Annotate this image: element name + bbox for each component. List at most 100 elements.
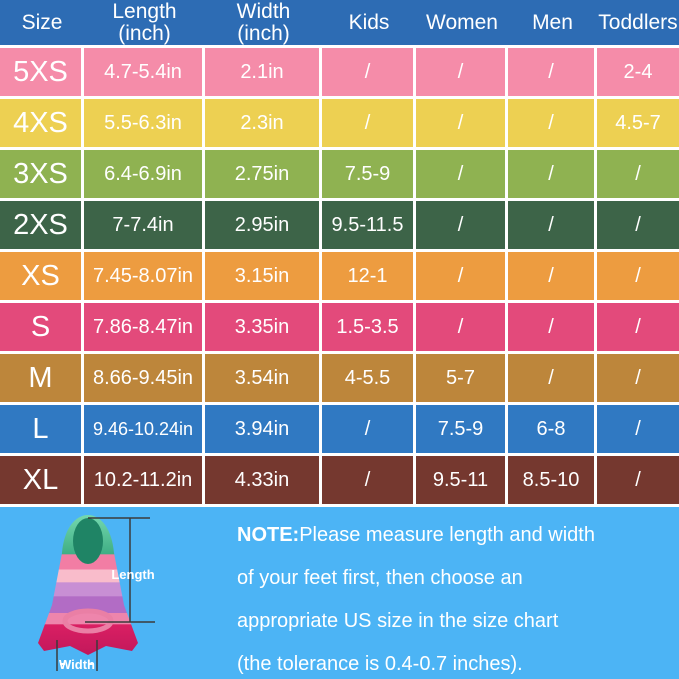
header-size: Size xyxy=(0,0,84,45)
cell-width: 4.33in xyxy=(205,456,322,504)
cell-size: M xyxy=(0,354,84,402)
fin-illustration: Length Width xyxy=(18,507,218,679)
cell-toddlers: / xyxy=(635,468,641,491)
width-label: Width xyxy=(59,657,95,672)
note-line: NOTE:Please measure length and width xyxy=(237,514,669,557)
length-measure-lines xyxy=(85,517,155,623)
cell-kids: / xyxy=(322,405,416,453)
cell-toddlers: / xyxy=(635,213,641,236)
note-line: (the tolerance is 0.4-0.7 inches). xyxy=(237,653,523,675)
cell-toddlers: / xyxy=(635,315,641,338)
header-label: Toddlers xyxy=(598,10,678,34)
cell-women: 5-7 xyxy=(416,354,508,402)
cell-size: 4XS xyxy=(0,99,84,147)
table-row: L 9.46-10.24in 3.94in/7.5-9 6-8/ xyxy=(0,405,679,456)
cell-women: / xyxy=(416,99,508,147)
cell-men: 8.5-10 xyxy=(508,456,597,504)
header-women: Women xyxy=(416,0,508,45)
table-row: 3XS 6.4-6.9in 2.75in 7.5-9// / xyxy=(0,150,679,201)
cell-length: 7-7.4in xyxy=(84,201,205,249)
note-line: appropriate US size in the size chart xyxy=(237,610,559,632)
table-body: 5XS 4.7-5.4in 2.1in / //2-4 4XS 5.5-6.3in 2.3in… xyxy=(0,48,679,507)
cell-kids: / xyxy=(322,48,416,96)
note: NOTE:Please measure length and width of … xyxy=(237,514,669,679)
header-length: Length (inch) xyxy=(84,0,205,45)
cell-men: / xyxy=(508,99,597,147)
cell-kids: 7.5-9 xyxy=(322,150,416,198)
fin-tip-oval xyxy=(73,518,103,564)
cell-length: 5.5-6.3in xyxy=(84,99,205,147)
table-row: 2XS 7-7.4in 2.95in 9.5-11.5// / xyxy=(0,201,679,252)
cell-length: 7.86-8.47in xyxy=(84,303,205,351)
cell-toddlers: / xyxy=(635,417,641,440)
note-line: of your feet first, then choose an xyxy=(237,567,523,589)
cell-length: 4.7-5.4in xyxy=(84,48,205,96)
width-measure-lines xyxy=(56,640,98,671)
cell-men: / xyxy=(508,48,597,96)
cell-length: 8.66-9.45in xyxy=(84,354,205,402)
bottom-section: Length Width NOTE:Please measure length … xyxy=(0,507,679,679)
header-label: Kids xyxy=(348,10,390,34)
table-row: XS 7.45-8.07in 3.15in 12-1// / xyxy=(0,252,679,303)
table-row: XL 10.2-11.2in 4.33in/9.5-11 8.5-10/ xyxy=(0,456,679,507)
cell-length: 9.46-10.24in xyxy=(84,405,205,453)
cell-size: XS xyxy=(0,252,84,300)
table-row: S 7.86-8.47in 3.35in 1.5-3.5// / xyxy=(0,303,679,354)
header-label: Length xyxy=(112,0,177,23)
cell-women: 7.5-9 xyxy=(416,405,508,453)
cell-kids: 1.5-3.5 xyxy=(322,303,416,351)
table-row: M 8.66-9.45in 3.54in 4-5.5 5-7// xyxy=(0,354,679,405)
cell-women: / xyxy=(416,150,508,198)
cell-women: / xyxy=(416,252,508,300)
header-label: Men xyxy=(532,10,573,34)
cell-toddlers: 4.5-7 xyxy=(615,111,661,134)
cell-size: S xyxy=(0,303,84,351)
cell-men: / xyxy=(508,354,597,402)
cell-width: 3.15in xyxy=(205,252,322,300)
note-line-text: Please measure length and width xyxy=(299,524,595,546)
cell-width: 3.54in xyxy=(205,354,322,402)
header-label: Women xyxy=(426,10,498,34)
cell-length: 10.2-11.2in xyxy=(84,456,205,504)
cell-size: 2XS xyxy=(0,201,84,249)
header-kids: Kids xyxy=(322,0,416,45)
cell-width: 2.3in xyxy=(205,99,322,147)
cell-size: XL xyxy=(0,456,84,504)
cell-length: 7.45-8.07in xyxy=(84,252,205,300)
cell-men: / xyxy=(508,150,597,198)
cell-width: 2.75in xyxy=(205,150,322,198)
cell-men: / xyxy=(508,303,597,351)
header-sublabel: (inch) xyxy=(237,21,290,45)
cell-kids: / xyxy=(322,456,416,504)
cell-toddlers: / xyxy=(635,162,641,185)
header-label: Size xyxy=(21,10,63,34)
cell-kids: 12-1 xyxy=(322,252,416,300)
cell-toddlers: 2-4 xyxy=(623,60,653,83)
cell-size: L xyxy=(0,405,84,453)
cell-size: 5XS xyxy=(0,48,84,96)
header-sublabel: (inch) xyxy=(118,21,171,45)
table-header-row: Size Length (inch) Width (inch) Kids Women… xyxy=(0,0,679,48)
header-label: Width xyxy=(236,0,291,23)
cell-width: 2.95in xyxy=(205,201,322,249)
cell-women: / xyxy=(416,201,508,249)
cell-width: 3.35in xyxy=(205,303,322,351)
cell-kids: / xyxy=(322,99,416,147)
cell-toddlers: / xyxy=(635,264,641,287)
swim-fin-icon: Length Width xyxy=(38,515,155,672)
cell-women: 9.5-11 xyxy=(416,456,508,504)
cell-kids: 9.5-11.5 xyxy=(322,201,416,249)
cell-kids: 4-5.5 xyxy=(322,354,416,402)
length-label: Length xyxy=(111,567,154,582)
cell-men: / xyxy=(508,201,597,249)
cell-men: / xyxy=(508,252,597,300)
cell-width: 3.94in xyxy=(205,405,322,453)
note-prefix: NOTE: xyxy=(237,524,300,546)
cell-men: 6-8 xyxy=(508,405,597,453)
fin-foot-ring xyxy=(62,608,114,634)
table-row: 4XS 5.5-6.3in 2.3in / //4.5-7 xyxy=(0,99,679,150)
header-toddlers: Toddlers xyxy=(597,0,679,45)
cell-length: 6.4-6.9in xyxy=(84,150,205,198)
cell-width: 2.1in xyxy=(205,48,322,96)
cell-women: / xyxy=(416,303,508,351)
